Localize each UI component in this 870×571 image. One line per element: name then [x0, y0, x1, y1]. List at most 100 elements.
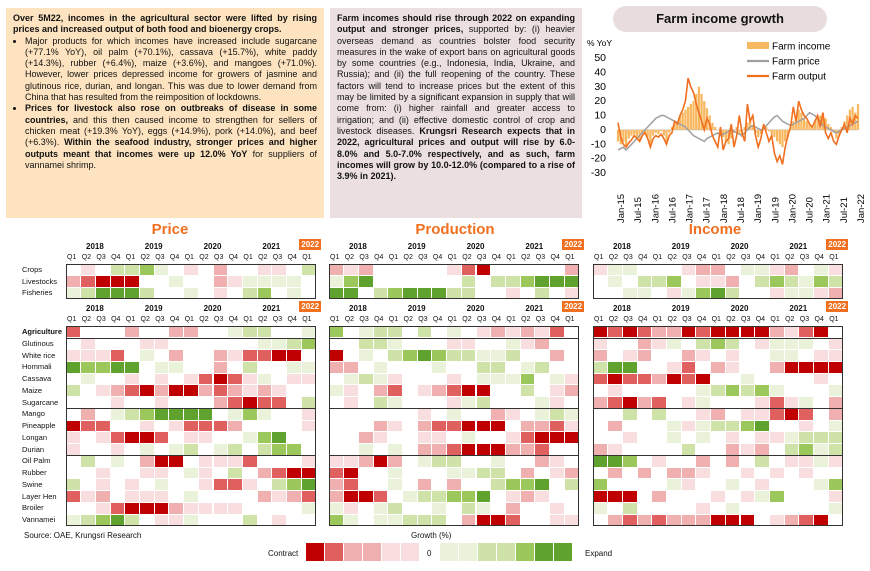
heat-cell [358, 467, 373, 479]
heat-cell [696, 502, 711, 514]
heat-cell [272, 408, 286, 420]
heat-cell [652, 432, 666, 443]
heat-cell [828, 514, 843, 526]
heat-cell [740, 276, 755, 287]
heat-cell [652, 502, 666, 514]
year-label: 2019 [407, 304, 426, 313]
heat-cell [228, 467, 242, 479]
heat-cell [66, 361, 81, 373]
heat-cell [799, 467, 813, 479]
heat-cell [461, 479, 476, 490]
heat-cell [432, 455, 447, 467]
heat-cell [287, 350, 301, 361]
bar-farm-income [627, 129, 630, 139]
quarter-label: Q2 [521, 254, 531, 261]
heat-cell [228, 361, 242, 373]
heat-cell [432, 287, 447, 298]
heat-cell [608, 420, 622, 432]
legend-label-0: Farm income [772, 42, 831, 53]
heat-cell [242, 338, 257, 349]
heat-cell [769, 514, 784, 526]
heat-cell [388, 373, 402, 385]
quarter-label: Q2 [199, 316, 209, 323]
heat-cell [447, 287, 461, 298]
heat-cell [491, 420, 505, 432]
quarter-label: Q4 [696, 254, 707, 261]
heat-cell [476, 420, 491, 432]
heat-cell [432, 444, 447, 455]
heat-cell [622, 264, 637, 275]
group-divider [593, 408, 843, 410]
heat-cell [81, 514, 95, 526]
quarter-label: Q4 [638, 316, 648, 323]
heat-cell [491, 432, 505, 443]
heat-cell [593, 502, 608, 514]
quarter-label: Q1 [829, 316, 839, 323]
heat-cell [799, 420, 813, 432]
heat-cell [608, 361, 622, 373]
quarter-label: Q4 [755, 316, 766, 323]
heat-cell [432, 385, 447, 396]
quarter-label: Q2 [403, 316, 413, 323]
heat-cell [154, 455, 169, 467]
heat-cell [213, 326, 228, 338]
heat-cell [447, 420, 461, 432]
heat-cell [828, 408, 843, 420]
heat-cell [184, 287, 198, 298]
heat-cell [257, 361, 272, 373]
bar-farm-income [816, 118, 819, 130]
heat-cell [140, 491, 154, 502]
heat-cell [828, 326, 843, 338]
x-tick-label: Jul-20 [805, 197, 816, 223]
heat-cell [198, 502, 213, 514]
heat-cell [169, 479, 184, 490]
heat-cell [344, 361, 358, 373]
heat-cell [432, 491, 447, 502]
heat-cell [125, 455, 139, 467]
heat-cell [213, 287, 228, 298]
heat-cell [740, 420, 755, 432]
heat-cell [373, 287, 388, 298]
heat-cell [667, 514, 681, 526]
heat-cell [564, 264, 579, 275]
heat-cell [110, 444, 125, 455]
heat-cell [95, 514, 110, 526]
heat-cell [388, 479, 402, 490]
quarter-label: Q1 [652, 316, 663, 323]
heat-cell [491, 455, 505, 467]
heat-cell [520, 338, 535, 349]
heat-cell [755, 361, 769, 373]
heat-cell [198, 385, 213, 396]
heat-cell [272, 491, 286, 502]
heat-cell [505, 444, 520, 455]
heat-cell [257, 479, 272, 490]
heat-cell [652, 361, 666, 373]
heat-cell [373, 467, 388, 479]
heat-cell [769, 350, 784, 361]
heat-cell [461, 326, 476, 338]
heat-cell [140, 502, 154, 514]
heat-cell [432, 420, 447, 432]
heat-cell [622, 350, 637, 361]
heat-cell [66, 420, 81, 432]
heat-cell [725, 408, 740, 420]
row-label: Pineapple [22, 421, 56, 430]
heat-cell [358, 276, 373, 287]
heat-cell [432, 338, 447, 349]
heat-cell [622, 455, 637, 467]
heat-cell [608, 514, 622, 526]
row-label: Vannamei [22, 515, 56, 524]
quarter-label: Q4 [814, 254, 824, 261]
heat-cell [301, 479, 316, 490]
heat-cell [95, 385, 110, 396]
heat-cell [535, 397, 549, 408]
heat-cell [95, 444, 110, 455]
heat-cell [622, 408, 637, 420]
legend-label-2: Farm output [772, 72, 826, 83]
heat-cell [755, 479, 769, 490]
heat-cell [388, 408, 402, 420]
heat-cell [637, 444, 652, 455]
y-tick-label: -10 [591, 138, 606, 150]
heat-cell [799, 373, 813, 385]
heat-cell [622, 514, 637, 526]
